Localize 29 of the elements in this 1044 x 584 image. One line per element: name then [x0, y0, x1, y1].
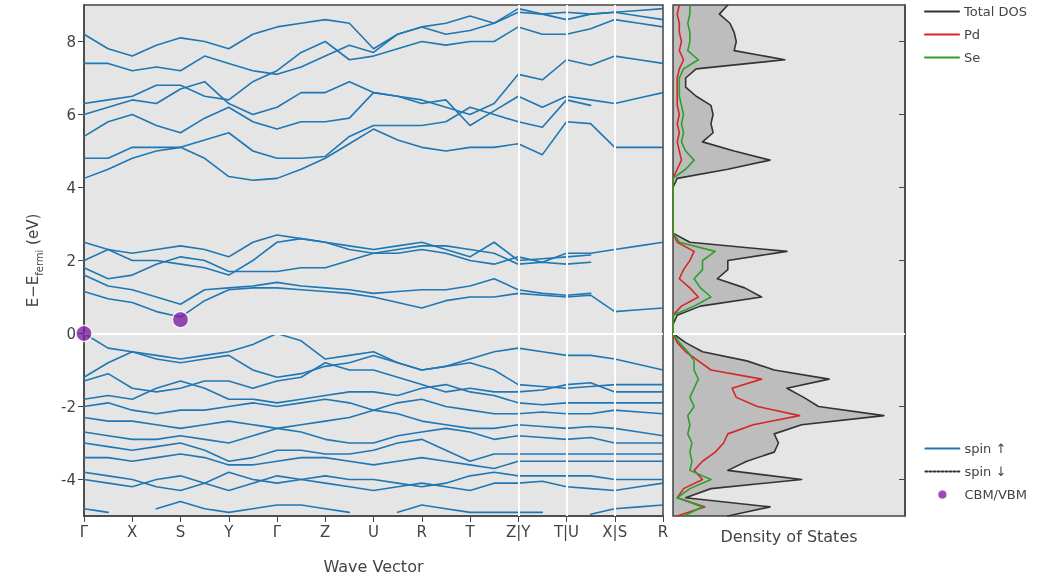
y-tick-label: 2	[66, 251, 76, 270]
x-tick-label: Γ	[272, 522, 282, 541]
x-tick-label: R	[416, 522, 427, 541]
y-tick-label: 6	[66, 105, 76, 124]
y-tick-label: 4	[66, 178, 76, 197]
legend-label: CBM/VBM	[964, 487, 1028, 502]
y-tick-label: 0	[66, 324, 76, 343]
y-tick-label: 8	[66, 32, 76, 51]
legend-label: Se	[964, 50, 981, 65]
x-tick-label: U	[368, 522, 379, 541]
x-tick-label: R	[657, 522, 669, 541]
x-tick-label: X|S	[602, 522, 628, 541]
legend-label: spin ↑	[964, 441, 1007, 456]
x-tick-label: Y	[223, 522, 235, 541]
x-tick-label: Z|Y	[506, 522, 532, 541]
x-tick-label: S	[175, 522, 186, 541]
x-axis-title: Density of States	[720, 526, 858, 546]
y-tick-label: -4	[61, 470, 76, 489]
x-tick-label: Z	[320, 522, 331, 541]
x-tick-label: X	[127, 522, 138, 541]
y-tick-label: -2	[61, 397, 76, 416]
y-axis-title: E−Efermi (eV)	[24, 213, 45, 308]
x-tick-label: Γ	[79, 522, 89, 541]
legend-label: Pd	[964, 27, 981, 42]
x-axis-title: Wave Vector	[323, 556, 424, 576]
x-tick-label: T|U	[552, 522, 580, 541]
x-tick-label: T	[464, 522, 476, 541]
legend-label: Total DOS	[963, 4, 1028, 19]
legend-label: spin ↓	[964, 464, 1007, 479]
